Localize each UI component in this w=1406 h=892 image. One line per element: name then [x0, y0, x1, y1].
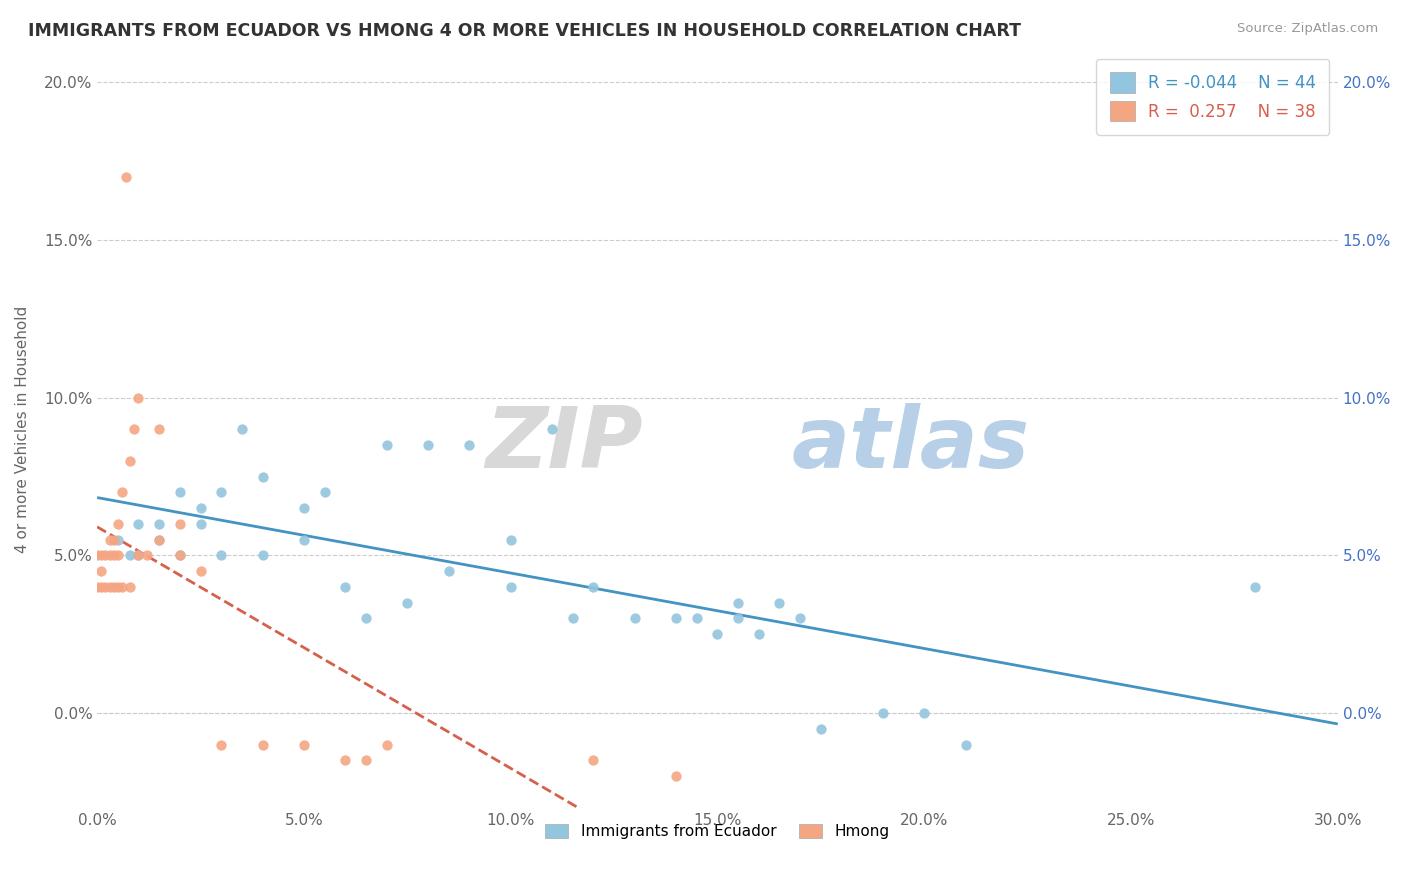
- Point: [686, 611, 709, 625]
- Point: [111, 485, 134, 500]
- Point: [107, 533, 129, 547]
- Point: [665, 769, 688, 783]
- Point: [127, 549, 149, 563]
- Point: [190, 564, 212, 578]
- Point: [499, 580, 522, 594]
- Point: [437, 564, 460, 578]
- Point: [103, 533, 125, 547]
- Point: [727, 596, 749, 610]
- Point: [292, 533, 315, 547]
- Point: [107, 580, 129, 594]
- Point: [111, 580, 134, 594]
- Point: [209, 485, 232, 500]
- Point: [148, 533, 170, 547]
- Point: [127, 516, 149, 531]
- Point: [292, 738, 315, 752]
- Point: [190, 516, 212, 531]
- Point: [623, 611, 645, 625]
- Point: [499, 533, 522, 547]
- Text: atlas: atlas: [792, 403, 1031, 486]
- Point: [416, 438, 439, 452]
- Text: IMMIGRANTS FROM ECUADOR VS HMONG 4 OR MORE VEHICLES IN HOUSEHOLD CORRELATION CHA: IMMIGRANTS FROM ECUADOR VS HMONG 4 OR MO…: [28, 22, 1021, 40]
- Point: [190, 501, 212, 516]
- Point: [120, 580, 142, 594]
- Point: [169, 549, 191, 563]
- Point: [148, 422, 170, 436]
- Point: [86, 580, 108, 594]
- Point: [231, 422, 253, 436]
- Point: [148, 533, 170, 547]
- Point: [90, 549, 112, 563]
- Point: [120, 549, 142, 563]
- Point: [98, 533, 121, 547]
- Point: [727, 611, 749, 625]
- Point: [872, 706, 894, 720]
- Point: [169, 516, 191, 531]
- Point: [789, 611, 811, 625]
- Point: [124, 422, 146, 436]
- Point: [335, 754, 357, 768]
- Point: [354, 611, 377, 625]
- Point: [912, 706, 935, 720]
- Point: [458, 438, 481, 452]
- Point: [375, 438, 398, 452]
- Point: [103, 580, 125, 594]
- Point: [252, 469, 274, 483]
- Legend: Immigrants from Ecuador, Hmong: Immigrants from Ecuador, Hmong: [540, 818, 896, 846]
- Point: [98, 580, 121, 594]
- Point: [90, 564, 112, 578]
- Point: [209, 738, 232, 752]
- Point: [209, 549, 232, 563]
- Point: [98, 549, 121, 563]
- Point: [955, 738, 977, 752]
- Point: [252, 738, 274, 752]
- Point: [314, 485, 336, 500]
- Text: Source: ZipAtlas.com: Source: ZipAtlas.com: [1237, 22, 1378, 36]
- Point: [127, 391, 149, 405]
- Point: [768, 596, 790, 610]
- Point: [541, 422, 564, 436]
- Point: [335, 580, 357, 594]
- Point: [103, 549, 125, 563]
- Point: [90, 580, 112, 594]
- Point: [354, 754, 377, 768]
- Point: [706, 627, 728, 641]
- Point: [115, 169, 138, 184]
- Point: [375, 738, 398, 752]
- Point: [582, 754, 605, 768]
- Point: [107, 516, 129, 531]
- Point: [748, 627, 770, 641]
- Point: [561, 611, 583, 625]
- Point: [252, 549, 274, 563]
- Point: [396, 596, 419, 610]
- Point: [94, 549, 117, 563]
- Point: [1244, 580, 1267, 594]
- Point: [120, 454, 142, 468]
- Point: [135, 549, 157, 563]
- Point: [169, 549, 191, 563]
- Point: [107, 549, 129, 563]
- Point: [810, 722, 832, 736]
- Point: [86, 549, 108, 563]
- Text: ZIP: ZIP: [485, 403, 643, 486]
- Point: [582, 580, 605, 594]
- Point: [94, 580, 117, 594]
- Point: [148, 516, 170, 531]
- Y-axis label: 4 or more Vehicles in Household: 4 or more Vehicles in Household: [15, 306, 30, 553]
- Point: [292, 501, 315, 516]
- Point: [169, 485, 191, 500]
- Point: [665, 611, 688, 625]
- Point: [127, 549, 149, 563]
